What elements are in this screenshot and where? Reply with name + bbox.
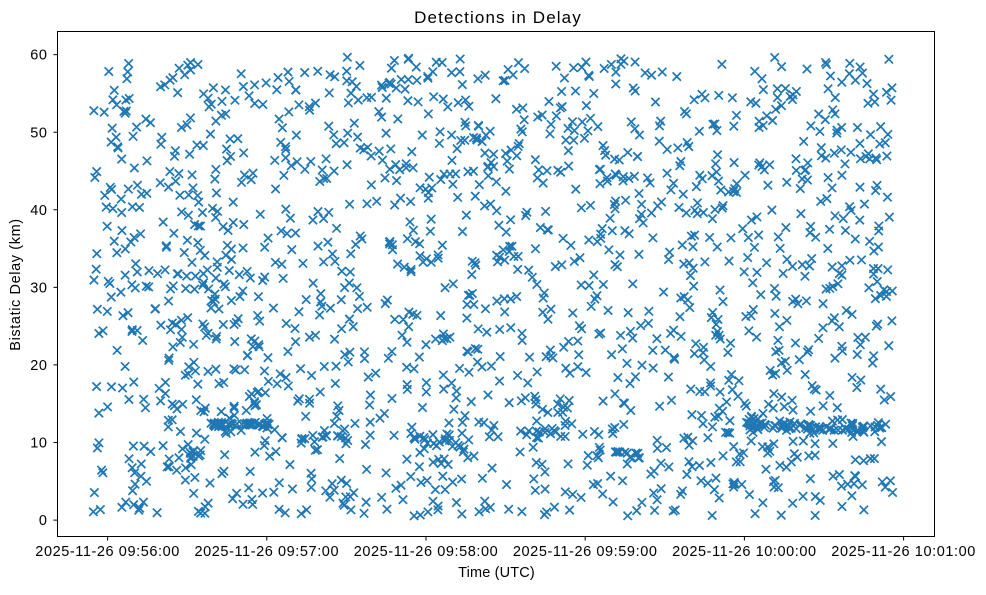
svg-text:Bistatic Delay (km): Bistatic Delay (km) bbox=[8, 218, 24, 350]
svg-text:60: 60 bbox=[30, 48, 47, 64]
svg-text:Detections in Delay: Detections in Delay bbox=[414, 8, 582, 27]
svg-text:50: 50 bbox=[30, 125, 47, 141]
svg-text:2025-11-26 09:56:00: 2025-11-26 09:56:00 bbox=[35, 544, 180, 560]
svg-text:30: 30 bbox=[30, 281, 47, 297]
svg-text:2025-11-26 10:00:00: 2025-11-26 10:00:00 bbox=[672, 544, 817, 560]
svg-text:10: 10 bbox=[30, 436, 47, 452]
svg-text:20: 20 bbox=[30, 358, 47, 374]
svg-text:2025-11-26 10:01:00: 2025-11-26 10:01:00 bbox=[831, 544, 976, 560]
svg-text:2025-11-26 09:58:00: 2025-11-26 09:58:00 bbox=[354, 544, 499, 560]
svg-text:Time (UTC): Time (UTC) bbox=[458, 565, 535, 581]
svg-text:40: 40 bbox=[30, 203, 47, 219]
svg-text:2025-11-26 09:57:00: 2025-11-26 09:57:00 bbox=[195, 544, 340, 560]
svg-text:0: 0 bbox=[39, 513, 48, 529]
svg-text:2025-11-26 09:59:00: 2025-11-26 09:59:00 bbox=[513, 544, 658, 560]
